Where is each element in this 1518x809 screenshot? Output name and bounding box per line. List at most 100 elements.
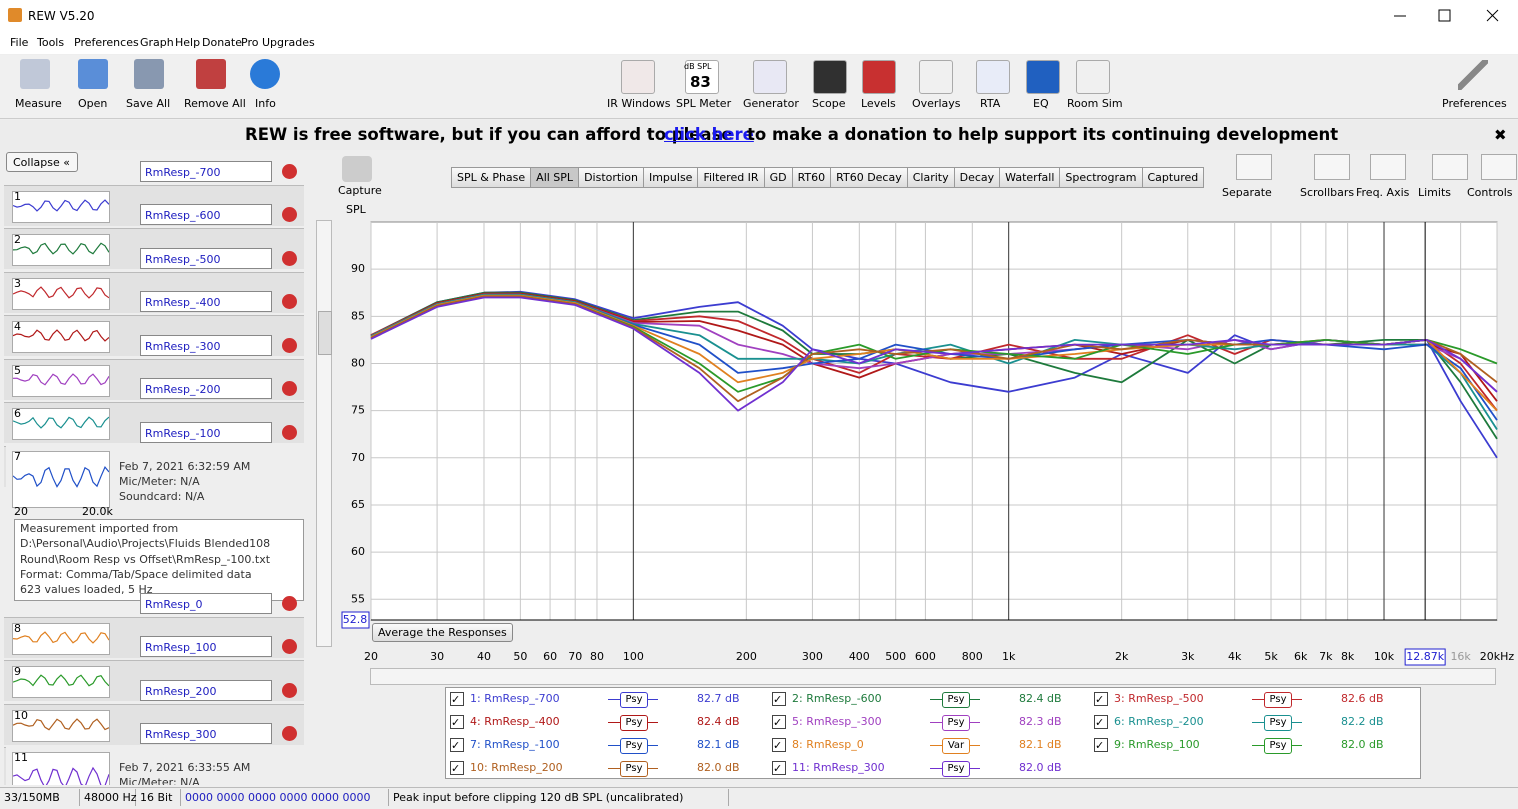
- toolbar-icon[interactable]: [134, 59, 164, 89]
- toolbar-label[interactable]: Levels: [861, 97, 896, 110]
- toolbar-icon[interactable]: [78, 59, 108, 89]
- toolbar-label[interactable]: Save All: [126, 97, 171, 110]
- thumbnail[interactable]: [12, 321, 110, 353]
- thumbnail[interactable]: [12, 234, 110, 266]
- remove-button[interactable]: [282, 251, 297, 266]
- remove-button[interactable]: [282, 596, 297, 611]
- menu-item[interactable]: File: [10, 36, 29, 49]
- thumbnail[interactable]: [12, 408, 110, 440]
- toolbar-icon[interactable]: [753, 60, 787, 94]
- graph-tab[interactable]: Spectrogram: [1059, 167, 1143, 188]
- legend-checkbox[interactable]: ✓: [450, 761, 464, 775]
- toolbar-icon[interactable]: [862, 60, 896, 94]
- graph-tab[interactable]: GD: [763, 167, 793, 188]
- legend-smoothing[interactable]: Psy: [620, 761, 648, 777]
- remove-button[interactable]: [282, 294, 297, 309]
- toolbar-label[interactable]: Room Sim: [1067, 97, 1123, 110]
- toolbar-icon[interactable]: [685, 60, 719, 94]
- thumbnail[interactable]: [12, 278, 110, 310]
- toolbar-icon[interactable]: [1458, 60, 1488, 90]
- legend-smoothing[interactable]: Psy: [620, 692, 648, 708]
- legend-smoothing[interactable]: Var: [942, 738, 970, 754]
- remove-button[interactable]: [282, 207, 297, 222]
- average-button[interactable]: Average the Responses: [372, 623, 513, 642]
- thumbnail[interactable]: [12, 623, 110, 655]
- legend-smoothing[interactable]: Psy: [942, 715, 970, 731]
- legend-smoothing[interactable]: Psy: [942, 761, 970, 777]
- measurement-name[interactable]: RmResp_100: [140, 636, 272, 657]
- view-icon[interactable]: [1370, 154, 1406, 180]
- legend-smoothing[interactable]: Psy: [620, 738, 648, 754]
- toolbar-icon[interactable]: [976, 60, 1010, 94]
- menu-item[interactable]: Pro Upgrades: [241, 36, 315, 49]
- toolbar-label[interactable]: EQ: [1033, 97, 1049, 110]
- x-scrollbar[interactable]: [370, 668, 1496, 685]
- view-label[interactable]: Limits: [1418, 186, 1451, 199]
- toolbar-label[interactable]: Preferences: [1442, 97, 1507, 110]
- toolbar-label[interactable]: Overlays: [912, 97, 961, 110]
- toolbar-label[interactable]: RTA: [980, 97, 1001, 110]
- legend-checkbox[interactable]: ✓: [772, 715, 786, 729]
- remove-button[interactable]: [282, 338, 297, 353]
- graph-tab[interactable]: Captured: [1141, 167, 1205, 188]
- thumbnail[interactable]: [12, 451, 110, 508]
- window-controls[interactable]: [1380, 0, 1518, 32]
- measurement-name[interactable]: RmResp_300: [140, 723, 272, 744]
- legend-checkbox[interactable]: ✓: [1094, 715, 1108, 729]
- measurement-name[interactable]: RmResp_-300: [140, 335, 272, 356]
- measurement-name[interactable]: RmResp_-700: [140, 161, 272, 182]
- legend-checkbox[interactable]: ✓: [1094, 692, 1108, 706]
- legend-checkbox[interactable]: ✓: [772, 692, 786, 706]
- toolbar-label[interactable]: Remove All: [184, 97, 246, 110]
- toolbar-label[interactable]: Open: [78, 97, 108, 110]
- thumbnail[interactable]: [12, 710, 110, 742]
- toolbar-icon[interactable]: [919, 60, 953, 94]
- measurement-name[interactable]: RmResp_0: [140, 593, 272, 614]
- thumbnail[interactable]: [12, 191, 110, 223]
- legend-checkbox[interactable]: ✓: [772, 761, 786, 775]
- remove-button[interactable]: [282, 425, 297, 440]
- thumbnail[interactable]: [12, 365, 110, 397]
- remove-button[interactable]: [282, 639, 297, 654]
- toolbar-label[interactable]: Info: [255, 97, 276, 110]
- graph-tab[interactable]: All SPL: [530, 167, 580, 188]
- toolbar-label[interactable]: Measure: [15, 97, 62, 110]
- donate-link[interactable]: click here: [664, 125, 754, 144]
- graph-tab[interactable]: Filtered IR: [697, 167, 765, 188]
- legend-smoothing[interactable]: Psy: [1264, 715, 1292, 731]
- toolbar-label[interactable]: IR Windows: [607, 97, 671, 110]
- remove-button[interactable]: [282, 381, 297, 396]
- measurement-name[interactable]: RmResp_-500: [140, 248, 272, 269]
- toolbar-icon[interactable]: [1026, 60, 1060, 94]
- remove-button[interactable]: [282, 726, 297, 741]
- menu-item[interactable]: Preferences: [74, 36, 139, 49]
- graph-tab[interactable]: SPL & Phase: [451, 167, 532, 188]
- measurement-name[interactable]: RmResp_200: [140, 680, 272, 701]
- view-icon[interactable]: [1236, 154, 1272, 180]
- capture-icon[interactable]: [342, 156, 372, 182]
- graph-tab[interactable]: Decay: [953, 167, 1001, 188]
- toolbar-icon[interactable]: [250, 59, 280, 89]
- toolbar-icon[interactable]: [813, 60, 847, 94]
- toolbar-label[interactable]: Generator: [743, 97, 799, 110]
- view-label[interactable]: Separate: [1222, 186, 1272, 199]
- view-label[interactable]: Freq. Axis: [1356, 186, 1410, 199]
- menu-item[interactable]: Donate: [202, 36, 242, 49]
- legend-checkbox[interactable]: ✓: [450, 692, 464, 706]
- view-label[interactable]: Scrollbars: [1300, 186, 1355, 199]
- collapse-button[interactable]: Collapse «: [6, 152, 78, 172]
- graph-tab[interactable]: Waterfall: [999, 167, 1061, 188]
- view-icon[interactable]: [1481, 154, 1517, 180]
- thumbnail[interactable]: [12, 666, 110, 698]
- legend-smoothing[interactable]: Psy: [1264, 738, 1292, 754]
- graph-tab[interactable]: RT60: [791, 167, 832, 188]
- close-banner[interactable]: ✖: [1494, 126, 1507, 144]
- toolbar-label[interactable]: Scope: [812, 97, 846, 110]
- graph-tab[interactable]: RT60 Decay: [830, 167, 908, 188]
- menu-item[interactable]: Graph: [140, 36, 174, 49]
- measurement-name[interactable]: RmResp_-100: [140, 422, 272, 443]
- legend-checkbox[interactable]: ✓: [450, 738, 464, 752]
- toolbar-icon[interactable]: [196, 59, 226, 89]
- legend-checkbox[interactable]: ✓: [772, 738, 786, 752]
- toolbar-icon[interactable]: [621, 60, 655, 94]
